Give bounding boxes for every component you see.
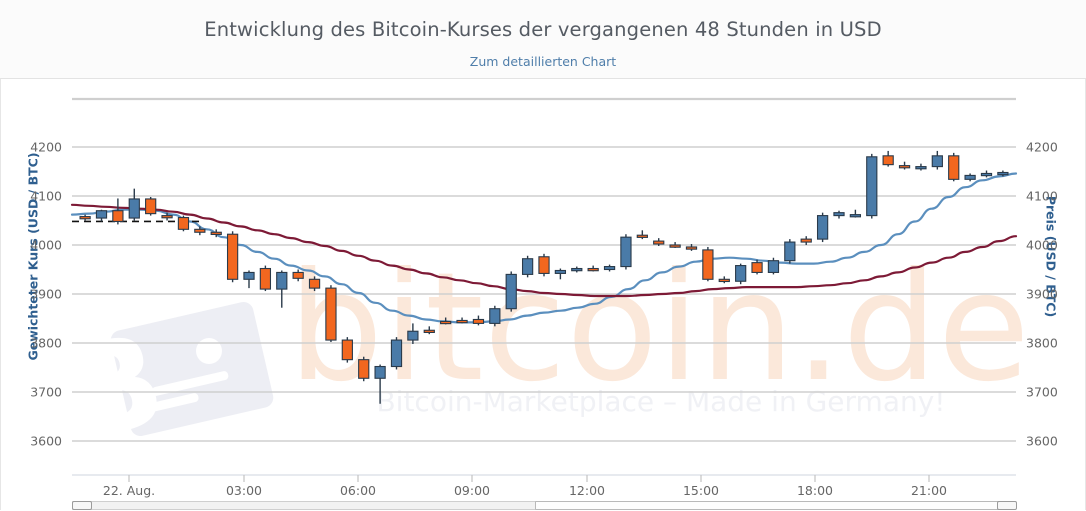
candle-body (128, 198, 140, 219)
watermark-logo: Ƀ (49, 301, 274, 472)
candle-body (554, 269, 567, 274)
y-axis-tick-label: 3700 (1026, 385, 1058, 400)
candle-body (341, 339, 353, 361)
x-axis-tick-label: 12:00 (569, 483, 605, 498)
candle-body (112, 210, 124, 223)
candle-body (226, 233, 239, 280)
candle-body (390, 339, 403, 368)
candle-body (915, 166, 927, 170)
scrollbar-right-handle[interactable] (997, 501, 1017, 510)
y-axis-tick-label: 4200 (1026, 140, 1058, 155)
axis-labels-layer: 4200 4200 4100 4100 4000 4000 3900 3900 3800 3800… (30, 140, 1058, 499)
candle-body (702, 249, 714, 280)
candle-body (735, 265, 747, 282)
candle-body (521, 258, 534, 275)
candle-body (358, 359, 370, 379)
candle-body (407, 330, 419, 341)
candle-body (177, 217, 190, 230)
candle-body (866, 156, 878, 217)
watermark-tagline-text: Bitcoin-Marketplace – Made in Germany! (376, 385, 945, 418)
y-axis-tick-label: 3900 (1026, 287, 1058, 302)
x-axis-tick-label: 09:00 (454, 483, 490, 498)
y-axis-tick-label: 4100 (1026, 189, 1058, 204)
candle-body (505, 273, 517, 310)
candle-body (931, 155, 943, 168)
candle-body (964, 174, 976, 180)
y-axis-tick-label: 4000 (30, 238, 62, 253)
x-axis-tick-label: 03:00 (226, 483, 262, 498)
candle-body (538, 256, 550, 274)
candle-body (833, 212, 845, 217)
candlestick-chart-panel[interactable]: Gewichteter Kurs (USD / BTC) Preis (USD … (0, 78, 1086, 510)
y-axis-tick-label: 4200 (30, 140, 62, 155)
candle-body (800, 238, 812, 243)
candle-body (79, 216, 91, 220)
candle-body (669, 244, 681, 248)
candle-body (784, 241, 796, 262)
y-axis-tick-label: 3800 (1026, 336, 1058, 351)
candle-body (145, 198, 157, 215)
candle-body (423, 329, 435, 334)
candle-body (767, 260, 780, 273)
x-axis-tick-label: 21:00 (911, 483, 947, 498)
y-axis-tick-label: 3600 (30, 434, 62, 449)
candle-body (194, 228, 206, 233)
y-axis-tick-label: 3700 (30, 385, 62, 400)
x-axis-tick-label: 18:00 (797, 483, 833, 498)
x-axis-tick-label: 22. Aug. (103, 483, 155, 498)
candle-body (603, 266, 616, 271)
candle-body (276, 271, 288, 290)
candle-body (685, 246, 698, 250)
x-axis-tick-label: 06:00 (340, 483, 376, 498)
candle-body (620, 236, 632, 268)
x-axis-tick-label: 15:00 (683, 483, 719, 498)
candle-body (816, 215, 829, 240)
scrollbar-left-handle[interactable] (72, 501, 92, 510)
candle-body (587, 267, 599, 272)
candle-body (440, 320, 452, 325)
chart-navigator[interactable] (72, 499, 1017, 510)
moving-average-line (70, 203, 1018, 298)
candle-body (456, 319, 468, 324)
candle-body (882, 155, 894, 166)
candle-body (95, 210, 108, 219)
y-axis-tick-label: 4000 (1026, 238, 1058, 253)
y-axis-tick-label: 4100 (30, 189, 62, 204)
candle-body (980, 172, 993, 177)
candle-body (653, 240, 665, 245)
candle-body (308, 278, 321, 289)
candle-body (374, 365, 386, 379)
candlesticks-layer (79, 150, 1009, 404)
candle-body (472, 318, 485, 324)
candle-body (161, 215, 173, 219)
candle-body (259, 267, 272, 290)
candle-body (292, 271, 304, 279)
detailed-chart-link[interactable]: Zum detaillierten Chart (469, 54, 617, 69)
y-axis-tick-label: 3600 (1026, 434, 1058, 449)
page-title: Entwicklung des Bitcoin-Kurses der verga… (204, 18, 882, 41)
candle-body (325, 287, 337, 341)
candle-body (898, 165, 911, 169)
chart-header: Entwicklung des Bitcoin-Kurses der verga… (0, 0, 1086, 78)
candle-body (718, 278, 730, 283)
candle-body (636, 234, 648, 238)
candle-body (751, 262, 763, 273)
candle-body (849, 214, 862, 218)
candle-body (997, 171, 1009, 176)
y-axis-tick-label: 3800 (30, 336, 62, 351)
candle-body (571, 267, 583, 272)
candle-body (243, 271, 255, 280)
candle-body (948, 155, 960, 180)
candle-body (210, 231, 222, 236)
y-axis-tick-label: 3900 (30, 287, 62, 302)
candle-body (489, 308, 501, 324)
scrollbar-thumb[interactable] (535, 501, 1001, 510)
